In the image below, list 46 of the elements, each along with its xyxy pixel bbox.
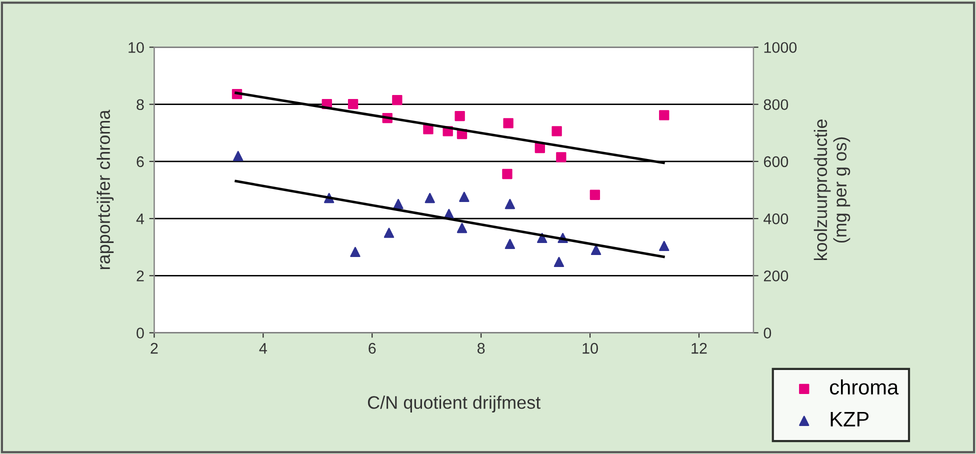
point bbox=[456, 222, 468, 234]
y-axis-title: rapportcijfer chroma bbox=[96, 110, 114, 270]
point bbox=[659, 240, 670, 252]
point bbox=[459, 192, 470, 202]
y2-tick-label: 400 bbox=[764, 213, 788, 224]
y-tick-label: 6 bbox=[136, 156, 144, 168]
x-tick-label: 6 bbox=[368, 342, 376, 354]
x-tick-label: 10 bbox=[582, 342, 598, 354]
x-tick-label: 12 bbox=[692, 342, 707, 354]
point bbox=[348, 98, 358, 110]
x-tick-label: 2 bbox=[150, 342, 158, 354]
point bbox=[554, 256, 564, 268]
y2-axis-title: koolzuurproductie (mg per g os) bbox=[814, 120, 850, 260]
point bbox=[393, 198, 404, 210]
y2-tick-label: 600 bbox=[764, 156, 788, 168]
point bbox=[556, 152, 566, 162]
point bbox=[503, 118, 514, 128]
y-tick-label: 0 bbox=[136, 328, 144, 338]
legend-label: chroma bbox=[830, 379, 899, 395]
y-tick-label: 4 bbox=[136, 214, 144, 224]
point bbox=[384, 228, 394, 238]
point bbox=[590, 244, 602, 256]
point bbox=[392, 94, 402, 106]
point bbox=[454, 110, 465, 122]
x-tick-label: 4 bbox=[259, 343, 267, 354]
y-tick-label: 8 bbox=[136, 99, 144, 110]
y2-tick-label: 0 bbox=[764, 328, 772, 338]
point bbox=[590, 190, 600, 200]
point bbox=[424, 192, 435, 204]
point bbox=[502, 168, 512, 180]
y2-tick-label: 1000 bbox=[764, 42, 797, 53]
point bbox=[534, 142, 546, 154]
y2-tick-label: 200 bbox=[764, 270, 788, 282]
x-axis-title: C/N quotient drijfmest bbox=[368, 396, 541, 412]
y2-tick-label: 800 bbox=[764, 99, 788, 110]
x-tick-label: 8 bbox=[477, 342, 485, 354]
point bbox=[504, 198, 516, 210]
point bbox=[350, 246, 360, 258]
point bbox=[423, 124, 434, 134]
legend-label: KZP bbox=[830, 412, 869, 426]
point bbox=[504, 238, 516, 250]
point bbox=[233, 150, 244, 162]
y-tick-label: 2 bbox=[136, 270, 144, 282]
point bbox=[659, 110, 670, 120]
y-tick-label: 10 bbox=[128, 42, 144, 53]
point bbox=[552, 126, 562, 136]
